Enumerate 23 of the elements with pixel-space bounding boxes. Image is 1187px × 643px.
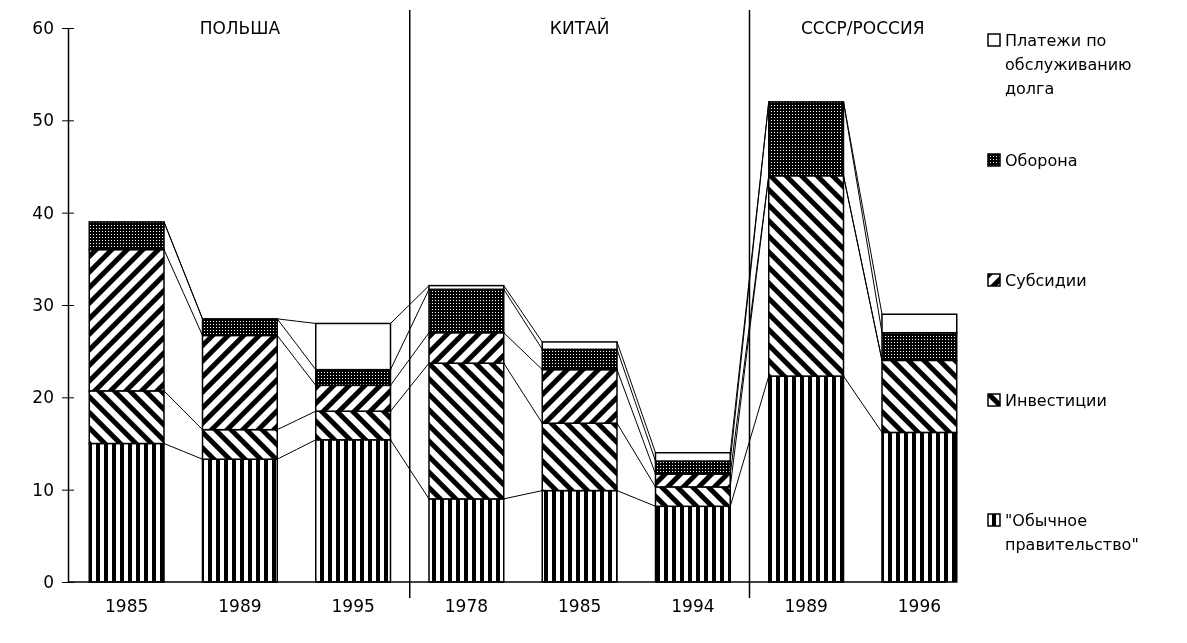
- x-tick-label: 1989: [784, 596, 828, 617]
- x-tick-label: 1996: [897, 596, 942, 617]
- y-tick-label: 60: [32, 17, 54, 38]
- x-tick-label: 1985: [557, 596, 602, 617]
- y-tick-label: 10: [32, 479, 54, 500]
- x-tick-label: 1978: [444, 596, 489, 617]
- y-tick-label: 20: [32, 387, 54, 408]
- x-tick-label: 1985: [104, 596, 149, 617]
- legend-label: "Обычное правительство": [1005, 511, 1139, 554]
- legend-label: Инвестиции: [1005, 391, 1107, 410]
- y-tick-label: 40: [32, 202, 54, 223]
- y-tick-label: 0: [43, 571, 54, 592]
- legend-label: Оборона: [1005, 151, 1078, 170]
- annotation: ПОЛЬША: [199, 18, 281, 38]
- x-tick-label: 1994: [671, 596, 715, 617]
- y-tick-label: 30: [32, 294, 54, 315]
- x-tick-label: 1989: [218, 596, 262, 617]
- x-tick-label: 1995: [331, 596, 375, 617]
- annotation: СССР/РОССИЯ: [801, 18, 925, 38]
- y-tick-label: 50: [32, 110, 54, 131]
- annotation: КИТАЙ: [549, 17, 610, 38]
- legend-label: Платежи по обслуживанию долга: [1005, 31, 1132, 98]
- legend-label: Субсидии: [1005, 271, 1087, 290]
